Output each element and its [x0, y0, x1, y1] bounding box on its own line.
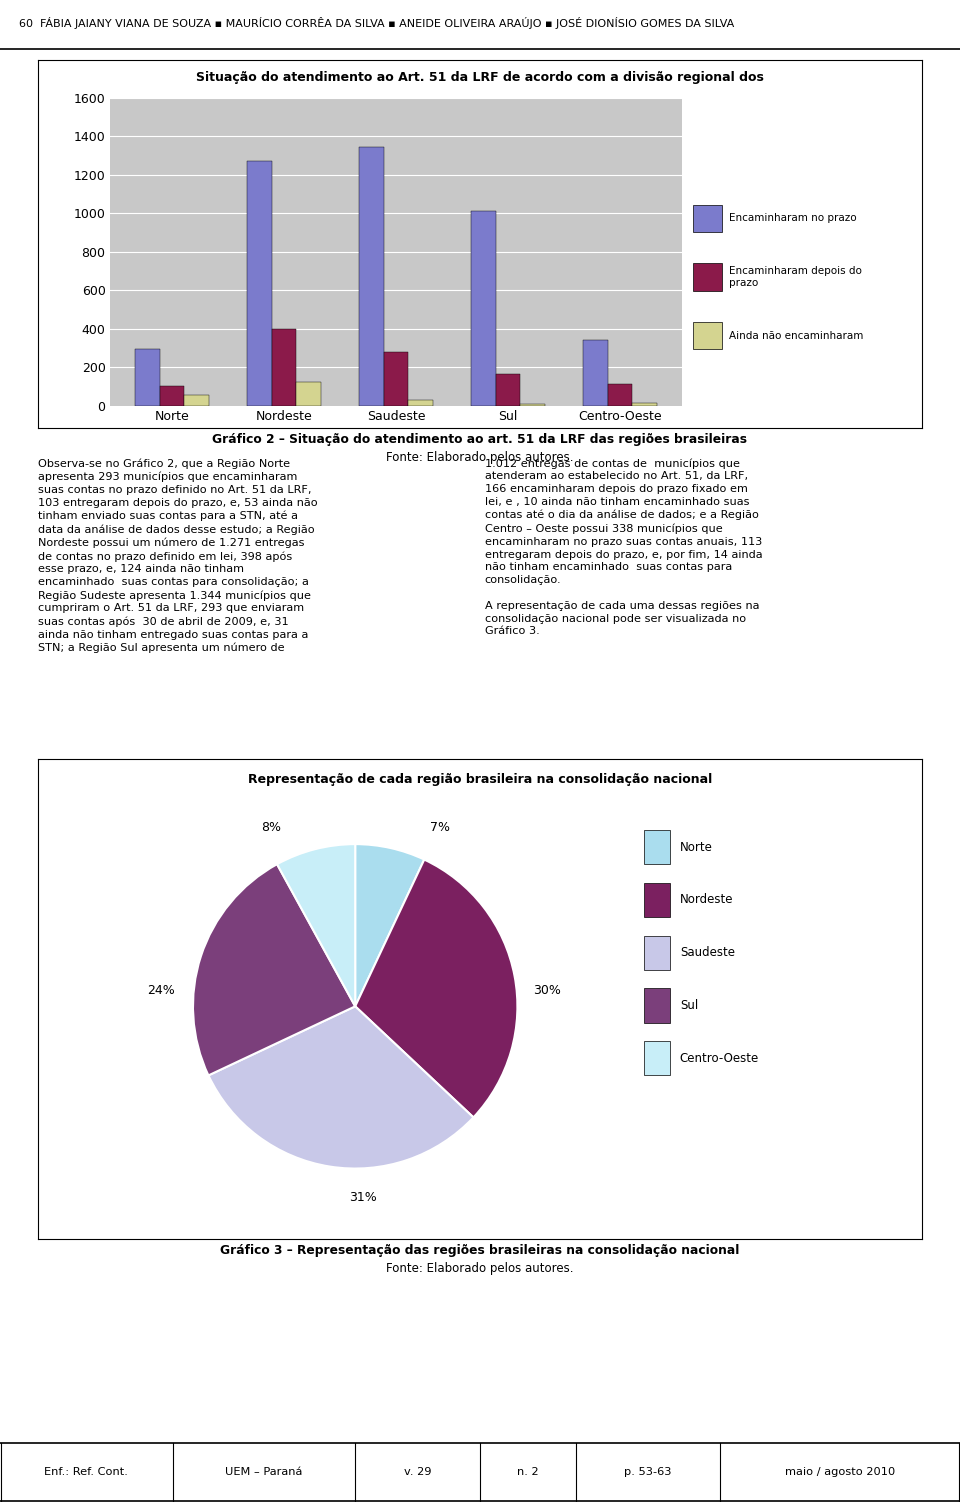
Text: 30%: 30% — [533, 984, 561, 997]
Wedge shape — [193, 864, 355, 1075]
Text: n. 2: n. 2 — [517, 1466, 539, 1476]
Bar — [471, 210, 495, 406]
Bar — [384, 351, 408, 406]
Bar — [297, 382, 321, 406]
Bar — [693, 321, 722, 348]
Text: 1.012 entregas de contas de  municípios que
atenderam ao estabelecido no Art. 51: 1.012 entregas de contas de municípios q… — [485, 458, 762, 637]
Bar — [608, 385, 633, 406]
Bar — [643, 831, 669, 864]
Text: Gráfico 3 – Representação das regiões brasileiras na consolidação nacional: Gráfico 3 – Representação das regiões br… — [220, 1244, 740, 1257]
Bar — [135, 348, 159, 406]
Wedge shape — [277, 844, 355, 1006]
Text: Sul: Sul — [680, 999, 698, 1012]
Text: Observa-se no Gráfico 2, que a Região Norte
apresenta 293 municípios que encamin: Observa-se no Gráfico 2, que a Região No… — [38, 458, 318, 653]
Text: Enf.: Ref. Cont.: Enf.: Ref. Cont. — [44, 1466, 129, 1476]
Text: Centro-Oeste: Centro-Oeste — [680, 1051, 759, 1065]
Wedge shape — [355, 859, 517, 1117]
Bar — [643, 988, 669, 1023]
Text: 60  FÁBIA JAIANY VIANA DE SOUZA ▪ MAURÍCIO CORRÊA DA SILVA ▪ ANEIDE OLIVEIRA ARA: 60 FÁBIA JAIANY VIANA DE SOUZA ▪ MAURÍCI… — [19, 17, 734, 29]
Text: Saudeste: Saudeste — [680, 946, 734, 960]
Bar — [643, 883, 669, 918]
Bar — [159, 386, 184, 406]
Text: municipios brasileiros: municipios brasileiros — [403, 108, 557, 122]
Bar — [359, 147, 384, 406]
Text: 8%: 8% — [261, 822, 281, 835]
Bar — [633, 403, 657, 406]
Text: UEM – Paraná: UEM – Paraná — [226, 1466, 302, 1476]
Text: Nordeste: Nordeste — [680, 894, 733, 906]
Text: Encaminharam no prazo: Encaminharam no prazo — [729, 213, 856, 224]
Text: 24%: 24% — [147, 984, 175, 997]
Text: 7%: 7% — [429, 822, 449, 835]
Bar — [520, 404, 545, 406]
Bar — [495, 374, 520, 406]
Bar — [247, 161, 272, 406]
Text: p. 53-63: p. 53-63 — [624, 1466, 672, 1476]
Text: Gráfico 2 – Situação do atendimento ao art. 51 da LRF das regiões brasileiras: Gráfico 2 – Situação do atendimento ao a… — [212, 433, 748, 446]
Bar — [693, 263, 722, 290]
Text: v. 29: v. 29 — [404, 1466, 431, 1476]
Text: Situação do atendimento ao Art. 51 da LRF de acordo com a divisão regional dos: Situação do atendimento ao Art. 51 da LR… — [196, 71, 764, 84]
Text: Fonte: Elaborado pelos autores.: Fonte: Elaborado pelos autores. — [386, 451, 574, 464]
Text: Ainda não encaminharam: Ainda não encaminharam — [729, 330, 863, 341]
Wedge shape — [355, 844, 424, 1006]
Wedge shape — [208, 1006, 473, 1169]
Text: maio / agosto 2010: maio / agosto 2010 — [785, 1466, 895, 1476]
Bar — [643, 936, 669, 970]
Text: Norte: Norte — [680, 841, 712, 853]
Bar — [693, 204, 722, 231]
Bar — [643, 1041, 669, 1075]
Bar — [408, 400, 433, 406]
Text: Encaminharam depois do
prazo: Encaminharam depois do prazo — [729, 266, 862, 288]
Text: Representação de cada região brasileira na consolidação nacional: Representação de cada região brasileira … — [248, 774, 712, 786]
Text: Fonte: Elaborado pelos autores.: Fonte: Elaborado pelos autores. — [386, 1262, 574, 1275]
Bar — [272, 329, 297, 406]
Bar — [184, 395, 209, 406]
Text: 31%: 31% — [349, 1191, 377, 1205]
Bar — [583, 341, 608, 406]
